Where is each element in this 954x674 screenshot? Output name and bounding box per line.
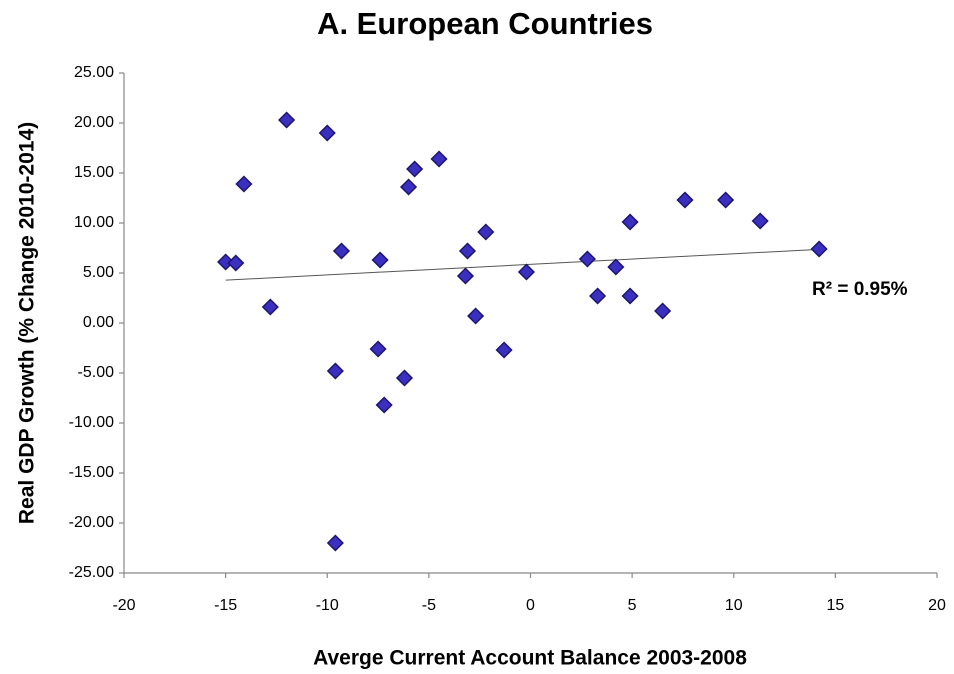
y-tick-label: 10.00 [74,214,114,231]
point [607,258,625,276]
x-tick-label: -15 [214,597,237,614]
point [318,124,336,142]
point [456,267,475,285]
point [430,150,448,168]
point [751,212,769,230]
y-tick-label: -20.00 [69,514,114,531]
chart-title: A. European Countries [317,6,653,41]
point [395,369,414,387]
x-tick-label: 20 [928,597,946,614]
point [621,213,639,231]
x-tick-label: 10 [725,597,743,614]
x-axis-label: Averge Current Account Balance 2003-2008 [313,647,747,670]
point [621,287,639,305]
point [717,191,735,209]
annotation: R² = 0.95% [812,279,908,300]
y-tick-label: 5.00 [83,264,114,281]
point [676,191,694,209]
y-tick-label: 20.00 [74,114,114,131]
point [810,240,828,258]
point [517,263,535,281]
point [332,242,351,260]
y-tick-label: 25.00 [74,64,114,81]
x-tick-label: 0 [526,597,535,614]
x-tick-label: -20 [112,597,135,614]
y-tick-label: -15.00 [69,464,114,481]
point [495,341,513,359]
point [654,302,672,320]
point [217,253,235,271]
point [399,178,418,196]
point [458,242,477,260]
x-tick-label: -5 [422,597,436,614]
y-tick-label: -10.00 [69,414,114,431]
point [235,175,253,193]
point [261,298,279,316]
point [369,340,387,358]
point [406,160,424,178]
x-tick-label: 15 [826,597,844,614]
y-tick-label: -25.00 [69,564,114,581]
point [375,396,393,414]
y-tick-label: 15.00 [74,164,114,181]
y-tick-label: -5.00 [78,364,115,381]
y-axis-label: Real GDP Growth (% Change 2010-2014) [16,122,39,524]
point [477,223,495,241]
point [467,307,485,325]
point [371,251,389,269]
point [227,254,245,272]
point [326,362,344,380]
trendline [225,248,820,281]
y-tick-label: 0.00 [83,314,114,331]
point [326,534,344,552]
point [589,287,607,305]
point [278,111,296,129]
point [578,250,596,268]
x-tick-label: -10 [316,597,339,614]
x-tick-label: 5 [628,597,637,614]
